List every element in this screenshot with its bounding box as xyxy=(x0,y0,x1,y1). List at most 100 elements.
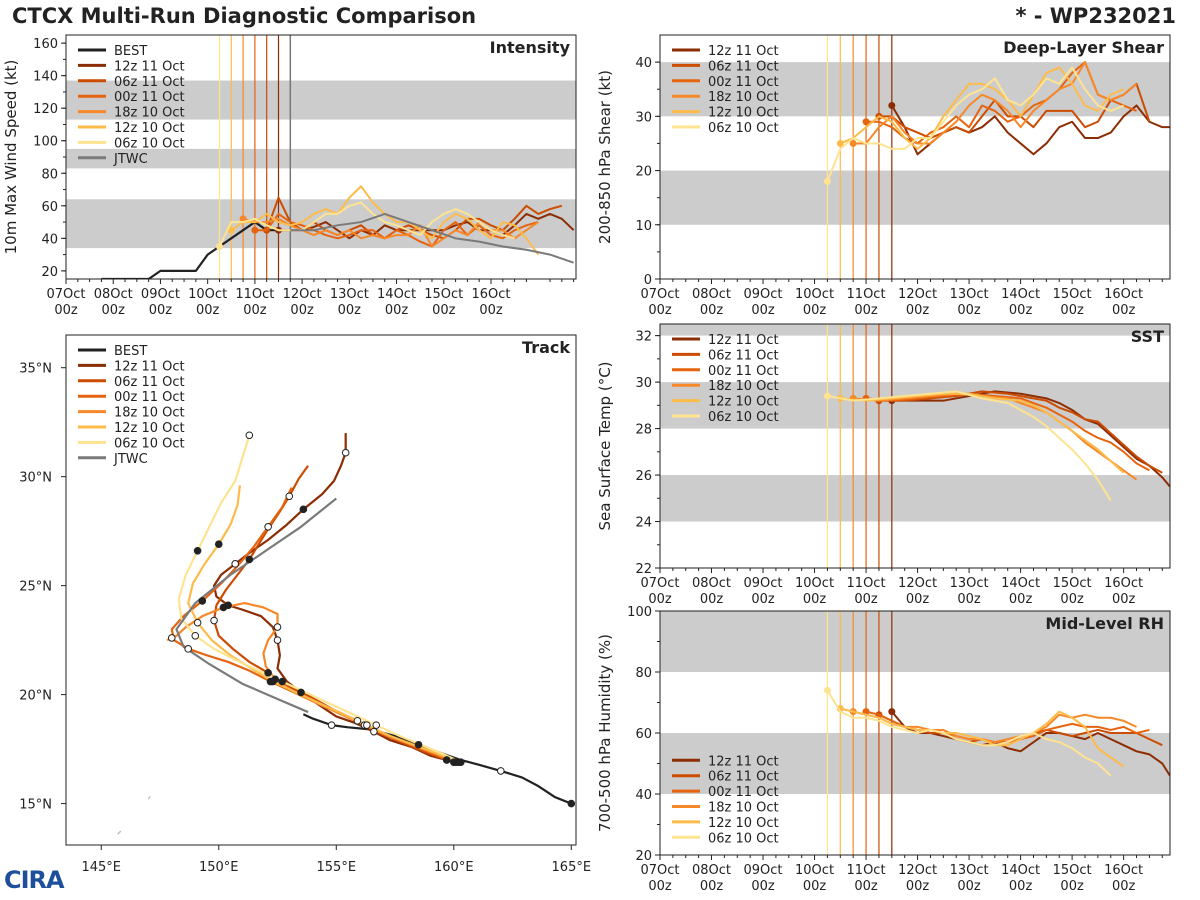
sst-shaded-band xyxy=(660,475,1170,522)
intensity-ytick-label: 100 xyxy=(33,135,58,150)
intensity-ytick-label: 80 xyxy=(41,167,58,182)
sst-legend-label: 12z 11 Oct xyxy=(708,333,779,348)
sst-ytick-label: 22 xyxy=(635,562,652,577)
sst-xtick-label: 07Oct xyxy=(640,576,679,591)
track-legend-label: BEST xyxy=(114,344,147,359)
sst-xtick-label: 00z xyxy=(1009,592,1033,607)
track-position-marker xyxy=(214,540,223,549)
intensity-legend-label: 18z 10 Oct xyxy=(114,106,185,121)
track-position-marker xyxy=(245,431,254,440)
intensity-series-start-point xyxy=(251,226,259,234)
intensity-panel: 2040608010012014016007Oct00z08Oct00z09Oc… xyxy=(2,34,577,318)
intensity-legend-label: 00z 11 Oct xyxy=(114,90,185,105)
sst-series-line xyxy=(853,392,1138,481)
track-position-marker xyxy=(191,631,200,640)
shear-series-line xyxy=(853,61,1138,145)
rh-ytick-label: 100 xyxy=(627,605,652,620)
shear-ytick-label: 20 xyxy=(635,165,652,180)
storm-id: * - WP232021 xyxy=(1015,4,1176,28)
intensity-xtick-label: 00z xyxy=(243,303,267,318)
shear-series-start-point xyxy=(836,139,844,147)
rh-legend-label: 06z 10 Oct xyxy=(708,831,779,846)
sst-xtick-label: 09Oct xyxy=(744,576,783,591)
shear-series-start-point xyxy=(849,139,857,147)
track-series-line xyxy=(187,485,459,764)
intensity-xtick-label: 00z xyxy=(54,303,78,318)
rh-xtick-label: 15Oct xyxy=(1053,863,1092,878)
track-position-marker xyxy=(193,546,202,555)
intensity-title: Intensity xyxy=(490,38,571,57)
rh-shaded-band xyxy=(660,611,1170,672)
sst-legend-label: 00z 11 Oct xyxy=(708,364,779,379)
intensity-xtick-label: 08Oct xyxy=(94,287,133,302)
intensity-series-line xyxy=(265,196,563,240)
sst-xtick-label: 16Oct xyxy=(1104,576,1143,591)
track-position-marker xyxy=(363,721,371,729)
shear-ytick-label: 10 xyxy=(635,219,652,234)
track-position-marker xyxy=(273,636,282,644)
rh-xtick-label: 10Oct xyxy=(795,863,834,878)
sst-title: SST xyxy=(1131,327,1164,346)
sst-xtick-label: 00z xyxy=(803,592,827,607)
track-legend-label: 12z 11 Oct xyxy=(114,359,185,374)
intensity-xtick-label: 10Oct xyxy=(188,287,227,302)
track-series-line xyxy=(302,713,572,805)
shear-shaded-band xyxy=(660,170,1170,225)
track-position-marker xyxy=(496,767,505,775)
sst-shaded-band xyxy=(660,382,1170,429)
track-position-marker xyxy=(457,758,465,766)
rh-xtick-label: 00z xyxy=(751,879,775,894)
sst-shaded-band xyxy=(660,324,1170,336)
island-mark xyxy=(147,795,151,800)
rh-xtick-label: 00z xyxy=(906,879,930,894)
shear-legend-label: 00z 11 Oct xyxy=(708,75,779,90)
shear-xtick-label: 10Oct xyxy=(795,287,834,302)
rh-series-start-point xyxy=(888,708,896,716)
rh-xtick-label: 11Oct xyxy=(847,863,886,878)
track-lon-label: 150°E xyxy=(199,860,239,875)
sst-ytick-label: 26 xyxy=(635,469,652,484)
sst-series-line xyxy=(840,392,1125,474)
track-position-marker xyxy=(370,727,378,736)
shear-series-line xyxy=(826,66,1125,182)
intensity-series-start-point xyxy=(215,242,223,250)
intensity-xtick-label: 13Oct xyxy=(330,287,369,302)
intensity-ytick-label: 20 xyxy=(41,265,58,280)
track-legend-label: 12z 10 Oct xyxy=(114,421,185,436)
track-position-marker xyxy=(193,618,202,627)
track-position-marker xyxy=(264,669,272,677)
intensity-xtick-label: 00z xyxy=(385,303,409,318)
shear-xtick-label: 07Oct xyxy=(640,287,679,302)
track-legend-label: JTWC xyxy=(113,452,148,467)
sst-xtick-label: 00z xyxy=(700,592,724,607)
intensity-ytick-label: 40 xyxy=(41,232,58,247)
shear-xtick-label: 16Oct xyxy=(1104,287,1143,302)
track-position-marker xyxy=(297,688,305,697)
rh-xtick-label: 16Oct xyxy=(1104,863,1143,878)
rh-xtick-label: 13Oct xyxy=(950,863,989,878)
track-lon-label: 145°E xyxy=(81,860,121,875)
track-position-marker xyxy=(264,522,272,531)
shear-xtick-label: 14Oct xyxy=(1001,287,1040,302)
intensity-legend-label: 06z 10 Oct xyxy=(114,136,185,151)
track-lon-label: 165°E xyxy=(552,860,592,875)
track-series-line xyxy=(170,487,455,764)
intensity-xtick-label: 00z xyxy=(102,303,126,318)
island-mark xyxy=(117,830,122,835)
sst-xtick-label: 11Oct xyxy=(847,576,886,591)
rh-series-line xyxy=(840,707,1125,768)
intensity-xtick-label: 00z xyxy=(479,303,503,318)
track-frame xyxy=(65,334,577,846)
sst-xtick-label: 13Oct xyxy=(950,576,989,591)
sst-xtick-label: 12Oct xyxy=(898,576,937,591)
sst-series-start-point xyxy=(823,392,831,400)
intensity-xtick-label: 00z xyxy=(196,303,220,318)
intensity-xtick-label: 09Oct xyxy=(141,287,180,302)
intensity-series-line xyxy=(278,212,575,240)
rh-legend-label: 06z 11 Oct xyxy=(708,770,779,785)
sst-ylabel: Sea Surface Temp (°C) xyxy=(596,361,614,530)
shear-series-start-point xyxy=(862,118,870,126)
sst-xtick-label: 15Oct xyxy=(1053,576,1092,591)
shear-xtick-label: 00z xyxy=(700,303,724,318)
rh-ytick-label: 40 xyxy=(635,788,652,803)
